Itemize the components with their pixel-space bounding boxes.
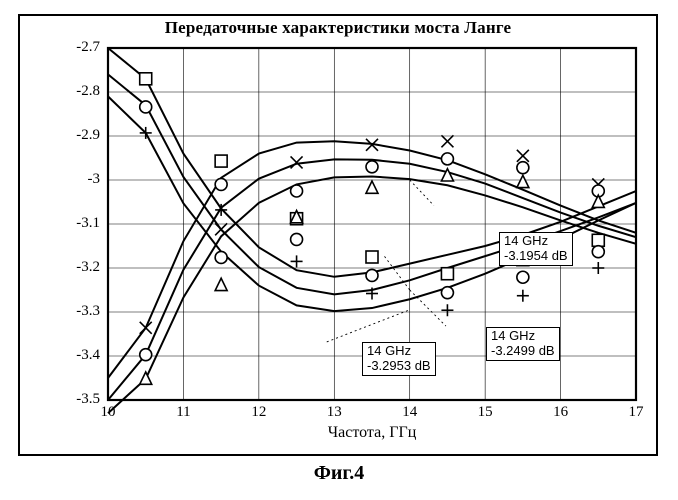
xtick-label: 12 bbox=[239, 404, 279, 421]
figure-caption: Фиг.4 bbox=[0, 462, 678, 485]
annotation-line: 14 GHz bbox=[367, 344, 431, 359]
annotation-line: -3.1954 dB bbox=[504, 249, 568, 264]
ytick-label: -2.7 bbox=[40, 39, 100, 56]
annotation-line: 14 GHz bbox=[504, 234, 568, 249]
annotation-box: 14 GHz-3.2499 dB bbox=[486, 327, 560, 361]
ytick-label: -2.9 bbox=[40, 127, 100, 144]
ytick-label: -3 bbox=[40, 171, 100, 188]
xtick-label: 17 bbox=[616, 404, 656, 421]
xtick-label: 11 bbox=[163, 404, 203, 421]
annotation-box: 14 GHz-3.2953 dB bbox=[362, 342, 436, 376]
ytick-label: -3.2 bbox=[40, 259, 100, 276]
xtick-label: 16 bbox=[541, 404, 581, 421]
ytick-label: -2.8 bbox=[40, 83, 100, 100]
ytick-label: -3.3 bbox=[40, 303, 100, 320]
x-axis-label: Частота, ГГц bbox=[108, 424, 636, 442]
xtick-label: 14 bbox=[390, 404, 430, 421]
ytick-label: -3.1 bbox=[40, 215, 100, 232]
xtick-label: 15 bbox=[465, 404, 505, 421]
annotation-box: 14 GHz-3.1954 dB bbox=[499, 232, 573, 266]
xtick-label: 10 bbox=[88, 404, 128, 421]
ytick-label: -3.4 bbox=[40, 347, 100, 364]
outer-frame: Передаточные характеристики моста Ланге … bbox=[18, 14, 658, 456]
chart-title: Передаточные характеристики моста Ланге bbox=[20, 18, 656, 38]
xtick-label: 13 bbox=[314, 404, 354, 421]
annotation-line: 14 GHz bbox=[491, 329, 555, 344]
plot-area: 14 GHz-3.1954 dB14 GHz-3.2953 dB14 GHz-3… bbox=[108, 48, 636, 400]
annotation-line: -3.2499 dB bbox=[491, 344, 555, 359]
annotation-line: -3.2953 dB bbox=[367, 359, 431, 374]
